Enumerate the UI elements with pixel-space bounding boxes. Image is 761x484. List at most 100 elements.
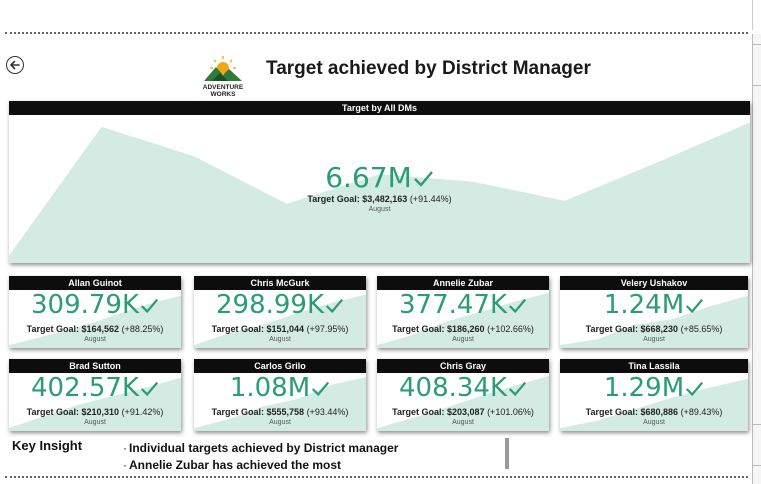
period-label: August xyxy=(9,419,181,426)
goal-label: Target Goal: xyxy=(586,407,638,417)
checkmark-icon xyxy=(310,379,330,399)
manager-name: Chris McGurk xyxy=(194,276,366,290)
checkmark-icon xyxy=(507,379,527,399)
goal-delta: (+88.25%) xyxy=(122,324,164,334)
side-panel-tab[interactable] xyxy=(753,44,761,86)
goal-delta: (+91.44%) xyxy=(410,194,452,204)
kpi-value: 1.08M xyxy=(194,373,366,403)
target-goal: Target Goal: $203,087 (+101.06%) xyxy=(377,407,549,417)
goal-label: Target Goal: xyxy=(307,194,359,204)
kpi-value-text: 377.47K xyxy=(399,290,507,320)
period-label: August xyxy=(194,419,366,426)
key-insight-label: Key Insight xyxy=(12,438,82,453)
goal-label: Target Goal: xyxy=(212,407,264,417)
goal-label: Target Goal: xyxy=(212,324,264,334)
manager-name: Tina Lassila xyxy=(560,359,748,373)
target-goal: Target Goal: $151,044 (+97.95%) xyxy=(194,324,366,334)
checkmark-icon xyxy=(684,379,704,399)
adventure-works-logo: ADVENTURE WORKS xyxy=(198,54,248,98)
kpi-value-text: 1.24M xyxy=(604,290,684,320)
period-label: August xyxy=(194,336,366,343)
goal-value: $203,087 xyxy=(447,407,485,417)
side-panel[interactable] xyxy=(752,34,761,484)
page-title: Target achieved by District Manager xyxy=(266,58,591,80)
manager-kpi-card[interactable]: Tina Lassila 1.29M Target Goal: $680,886 (… xyxy=(560,359,748,431)
kpi-value: 1.24M xyxy=(560,290,748,320)
goal-label: Target Goal: xyxy=(27,324,79,334)
manager-name: Annelie Zubar xyxy=(377,276,549,290)
checkmark-icon xyxy=(324,296,344,316)
insight-item: · Annelie Zubar has achieved the most xyxy=(123,457,398,474)
goal-delta: (+91.42%) xyxy=(122,407,164,417)
goal-delta: (+97.95%) xyxy=(307,324,349,334)
checkmark-icon xyxy=(684,296,704,316)
kpi-value: 309.79K xyxy=(9,290,181,320)
key-insight-list: · Individual targets achieved by District… xyxy=(123,440,398,474)
kpi-value-text: 309.79K xyxy=(31,290,139,320)
goal-label: Target Goal: xyxy=(392,407,444,417)
target-goal: Target Goal: $210,310 (+91.42%) xyxy=(9,407,181,417)
period-label: August xyxy=(560,336,748,343)
target-goal: Target Goal: $680,886 (+89.43%) xyxy=(560,407,748,417)
manager-name: Velery Ushakov xyxy=(560,276,748,290)
goal-value: $151,044 xyxy=(267,324,305,334)
checkmark-icon xyxy=(139,379,159,399)
target-goal: Target Goal: $555,758 (+93.44%) xyxy=(194,407,366,417)
goal-value: $680,886 xyxy=(641,407,679,417)
logo-text: ADVENTURE xyxy=(203,84,244,91)
goal-label: Target Goal: xyxy=(27,407,79,417)
goal-value: $210,310 xyxy=(82,407,120,417)
target-goal: Target Goal: $668,230 (+85.65%) xyxy=(560,324,748,334)
goal-label: Target Goal: xyxy=(586,324,638,334)
back-button[interactable] xyxy=(6,56,24,74)
target-goal: Target Goal: $186,260 (+102.66%) xyxy=(377,324,549,334)
card-header: Target by All DMs xyxy=(9,101,750,115)
side-panel-tab[interactable] xyxy=(753,424,761,466)
goal-label: Target Goal: xyxy=(392,324,444,334)
manager-kpi-card[interactable]: Brad Sutton 402.57K Target Goal: $210,310 … xyxy=(9,359,181,431)
goal-delta: (+85.65%) xyxy=(681,324,723,334)
target-goal: Target Goal: $3,482,163 (+91.44%) xyxy=(9,194,750,204)
kpi-value-text: 6.67M xyxy=(325,161,412,194)
period-label: August xyxy=(377,419,549,426)
kpi-value: 298.99K xyxy=(194,290,366,320)
kpi-value: 377.47K xyxy=(377,290,549,320)
manager-kpi-card[interactable]: Annelie Zubar 377.47K Target Goal: $186,26… xyxy=(377,276,549,348)
scroll-bar[interactable] xyxy=(505,438,509,469)
bullet: · xyxy=(123,458,127,472)
goal-value: $555,758 xyxy=(267,407,305,417)
goal-delta: (+89.43%) xyxy=(681,407,723,417)
period-label: August xyxy=(9,336,181,343)
kpi-value: 408.34K xyxy=(377,373,549,403)
goal-value: $668,230 xyxy=(641,324,679,334)
manager-name: Brad Sutton xyxy=(9,359,181,373)
kpi-value: 402.57K xyxy=(9,373,181,403)
manager-kpi-card[interactable]: Allan Guinot 309.79K Target Goal: $164,562… xyxy=(9,276,181,348)
window-edge xyxy=(752,0,753,30)
logo-text: WORKS xyxy=(211,91,237,98)
manager-kpi-card[interactable]: Chris Gray 408.34K Target Goal: $203,087 (… xyxy=(377,359,549,431)
top-divider xyxy=(5,32,748,34)
bullet: · xyxy=(123,441,127,455)
bottom-divider xyxy=(5,476,748,478)
target-goal: Target Goal: $164,562 (+88.25%) xyxy=(9,324,181,334)
manager-kpi-card[interactable]: Carlos Grilo 1.08M Target Goal: $555,758 (… xyxy=(194,359,366,431)
kpi-value-text: 1.08M xyxy=(230,373,310,403)
goal-value: $164,562 xyxy=(82,324,120,334)
manager-kpi-card[interactable]: Velery Ushakov 1.24M Target Goal: $668,230… xyxy=(560,276,748,348)
manager-name: Carlos Grilo xyxy=(194,359,366,373)
goal-value: $186,260 xyxy=(447,324,485,334)
goal-delta: (+101.06%) xyxy=(487,407,534,417)
checkmark-icon xyxy=(507,296,527,316)
insight-item: · Individual targets achieved by District… xyxy=(123,440,398,457)
manager-name: Chris Gray xyxy=(377,359,549,373)
period-label: August xyxy=(9,206,750,213)
checkmark-icon xyxy=(139,296,159,316)
manager-kpi-card[interactable]: Chris McGurk 298.99K Target Goal: $151,044… xyxy=(194,276,366,348)
kpi-value-text: 298.99K xyxy=(216,290,324,320)
kpi-value-text: 1.29M xyxy=(604,373,684,403)
back-arrow-icon xyxy=(9,59,21,71)
goal-delta: (+102.66%) xyxy=(487,324,534,334)
goal-value: $3,482,163 xyxy=(362,194,407,204)
summary-kpi-card[interactable]: Target by All DMs 6.67M Target Goal: $3,… xyxy=(9,101,750,263)
